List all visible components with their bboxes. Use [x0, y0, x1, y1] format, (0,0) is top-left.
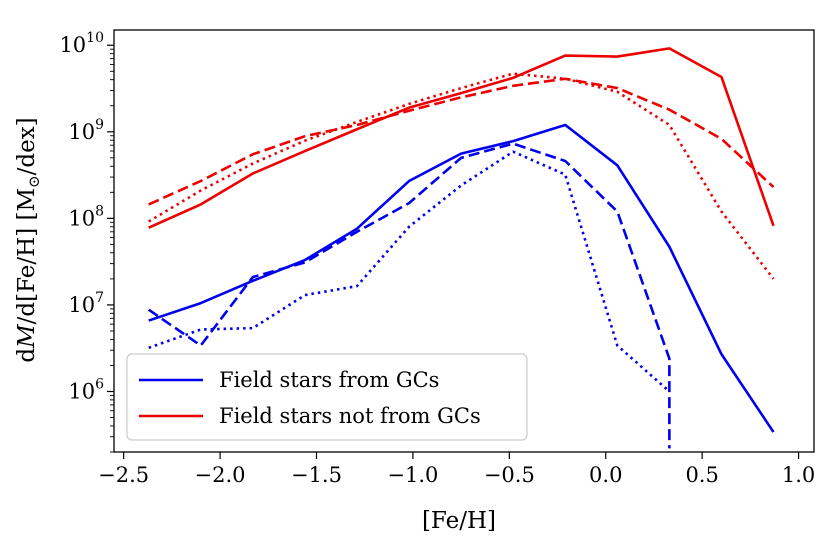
x-tick-label: −1.5	[291, 463, 342, 487]
legend-label: Field stars from GCs	[219, 368, 439, 392]
series-layer	[147, 47, 775, 449]
series-line-red-dashed	[148, 77, 775, 206]
legend-box	[126, 353, 528, 441]
y-tick-label: 107	[68, 290, 104, 317]
y-label-sun-subscript: ⊙	[25, 175, 43, 188]
ticks-layer: −2.5 −2.0 −1.5 −1.0 −0.5 0.0 0.5 1.0 106 107 108 10…	[59, 30, 815, 487]
x-tick-label: 0.5	[685, 463, 718, 487]
x-tick-label: −1.0	[387, 463, 438, 487]
plot-frame	[113, 29, 815, 453]
y-tick-label: 109	[68, 117, 104, 144]
y-tick-label: 106	[68, 376, 104, 403]
x-tick-label: −2.5	[98, 463, 149, 487]
y-tick-label: 1010	[59, 30, 104, 57]
x-tick-label: −0.5	[484, 463, 535, 487]
x-axis-label: [Fe/H]	[422, 508, 496, 534]
legend: Field stars from GCs Field stars not from…	[126, 353, 528, 441]
x-tick-label: 1.0	[782, 463, 815, 487]
legend-label: Field stars not from GCs	[219, 404, 481, 428]
series-line-blue-solid	[148, 123, 775, 433]
y-axis-label: dM/d[Fe/H] [M⊙/dex]	[14, 117, 43, 362]
series-line-blue-dotted	[148, 150, 671, 393]
y-tick-label: 108	[68, 203, 104, 230]
series-line-red-solid	[148, 47, 775, 229]
y-label-prefix: d	[14, 348, 40, 363]
x-tick-label: 0.0	[589, 463, 622, 487]
series-line-red-dotted	[148, 72, 775, 280]
y-label-suffix: /dex]	[14, 117, 40, 175]
x-tick-label: −2.0	[195, 463, 246, 487]
series-line-blue-dashed	[147, 142, 671, 449]
y-label-var: M	[14, 323, 40, 349]
y-label-mid: /d[Fe/H] [M	[14, 188, 40, 324]
